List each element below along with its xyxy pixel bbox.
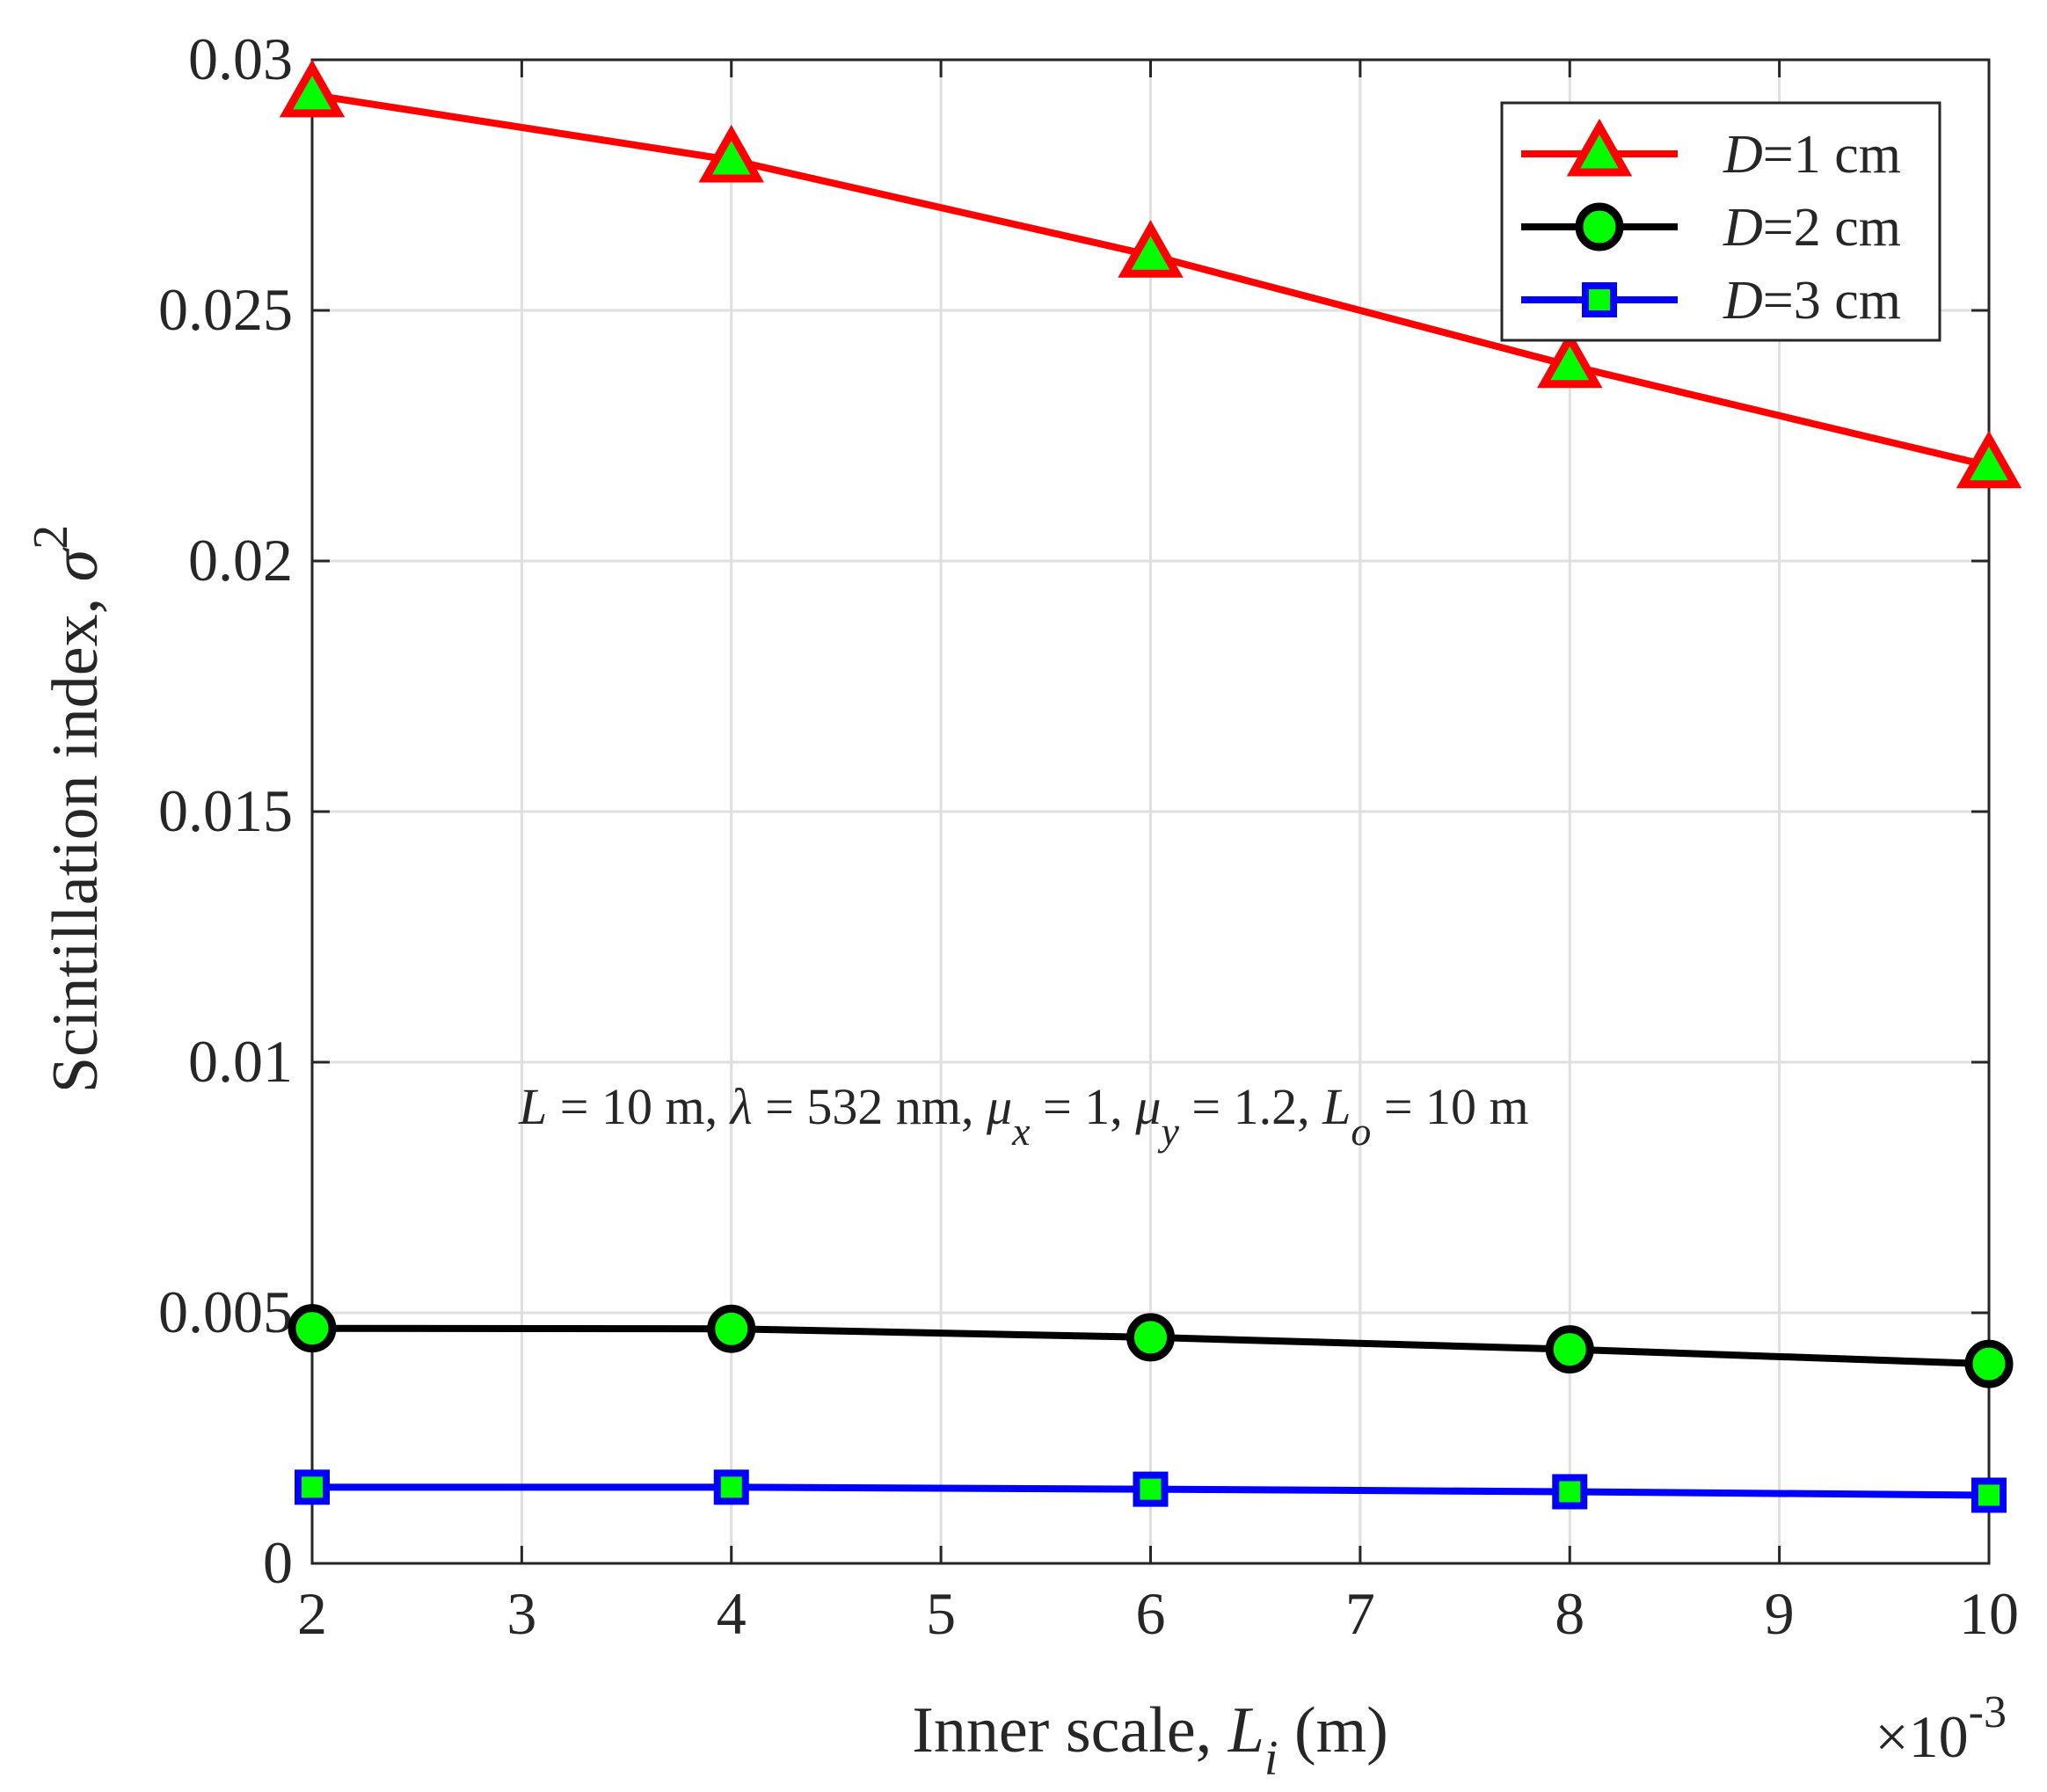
data-point [1552, 1474, 1588, 1510]
annotation-text: = 1, [1031, 1078, 1136, 1135]
legend: D=1 cmD=2 cmD=3 cm [1500, 101, 1941, 342]
x-axis-title-subscript: i [1264, 1731, 1278, 1786]
x-tick-label: 6 [1136, 1580, 1166, 1647]
series-1 [279, 59, 2022, 489]
annotation-text: = 10 m, [547, 1078, 730, 1135]
legend-label-text: =2 cm [1763, 198, 1901, 258]
series-2 [288, 1304, 2014, 1388]
x-tick-label: 4 [717, 1580, 747, 1647]
y-tick-label: 0.025 [158, 276, 293, 343]
x-tick-label: 7 [1345, 1580, 1375, 1647]
y-tick-label: 0.03 [188, 25, 293, 92]
data-point [288, 1304, 337, 1353]
annotation-text: L [518, 1078, 547, 1135]
data-point [707, 1304, 756, 1353]
series-group [279, 59, 2022, 1513]
x-tick-label: 9 [1765, 1580, 1795, 1647]
data-point [698, 124, 764, 183]
annotation-subscript: x [1011, 1109, 1031, 1154]
x-axis-title: Inner scale, Li (m) [912, 1694, 1388, 1786]
x-tick-label: 5 [926, 1580, 956, 1647]
data-point [1971, 1477, 2007, 1513]
y-axis-title-symbol: σ [40, 547, 112, 581]
x-axis-title-unit: (m) [1278, 1694, 1388, 1767]
legend-label-symbol: D [1723, 125, 1763, 185]
annotation-text: = 1.2, [1179, 1078, 1322, 1135]
data-point [1118, 220, 1184, 278]
x-multiplier-base: ×10 [1875, 1703, 1968, 1770]
annotation-text: L [1322, 1078, 1351, 1135]
legend-label-text: =3 cm [1763, 271, 1901, 331]
parameter-annotation: L = 10 m, λ = 532 nm, μx = 1, μy = 1.2, … [518, 1078, 1529, 1154]
legend-label-text: =1 cm [1763, 125, 1901, 185]
axis-ticks: 2 3 4 5 6 7 8 9 10 0 0.005 0.01 0.015 0.02 0.025 0.03 ×1… [158, 25, 2019, 1770]
annotation-text: λ [729, 1078, 753, 1135]
annotation-text: μ [1134, 1078, 1161, 1135]
legend-entry-1: D=1 cm [1521, 118, 1901, 185]
y-axis-title-superscript: 2 [24, 525, 78, 550]
legend-entry-3: D=3 cm [1521, 271, 1901, 331]
legend-marker [1566, 118, 1633, 177]
y-axis-title-text: Scintillation index, [40, 581, 112, 1093]
axis-labels: Inner scale, Li (m) Scintillation index, … [24, 525, 1388, 1786]
annotation-text: = 532 nm, [753, 1078, 987, 1135]
data-point [1964, 1339, 2014, 1388]
data-point [1545, 1325, 1594, 1374]
x-tick-label: 10 [1959, 1580, 2019, 1647]
annotation: L = 10 m, λ = 532 nm, μx = 1, μy = 1.2, … [518, 1078, 1529, 1154]
x-tick-label: 8 [1555, 1580, 1584, 1647]
annotation-subscript: y [1157, 1109, 1179, 1154]
x-tick-label: 2 [297, 1580, 327, 1647]
legend-label-symbol: D [1723, 271, 1763, 331]
legend-label: D=1 cm [1723, 125, 1901, 185]
annotation-subscript: o [1351, 1109, 1371, 1154]
x-axis-title-symbol: L [1227, 1694, 1264, 1767]
data-point [1537, 330, 1603, 389]
data-point [295, 1469, 330, 1505]
y-tick-label: 0.02 [188, 527, 293, 594]
data-point [1956, 430, 2022, 489]
y-tick-label: 0 [263, 1529, 293, 1596]
legend-label-symbol: D [1723, 198, 1763, 258]
x-multiplier-exponent: -3 [1969, 1687, 2007, 1737]
y-axis-title: Scintillation index, σ2 [24, 525, 112, 1093]
y-tick-label: 0.01 [188, 1028, 293, 1095]
x-tick-label: 3 [506, 1580, 536, 1647]
x-axis-title-text: Inner scale, [912, 1694, 1228, 1767]
legend-marker [1582, 282, 1617, 317]
legend-marker [1575, 202, 1624, 251]
data-point [279, 59, 346, 118]
data-point [1126, 1313, 1175, 1362]
x-axis-multiplier: ×10-3 [1875, 1687, 2007, 1770]
annotation-text: = 10 m [1371, 1078, 1528, 1135]
y-tick-label: 0.015 [158, 777, 293, 844]
legend-label: D=3 cm [1723, 271, 1901, 331]
y-tick-label: 0.005 [158, 1278, 293, 1345]
data-point [713, 1469, 749, 1505]
data-point [1133, 1471, 1169, 1507]
legend-entry-2: D=2 cm [1521, 198, 1901, 258]
legend-label: D=2 cm [1723, 198, 1901, 258]
series-3 [295, 1469, 2007, 1513]
annotation-text: μ [986, 1078, 1012, 1135]
